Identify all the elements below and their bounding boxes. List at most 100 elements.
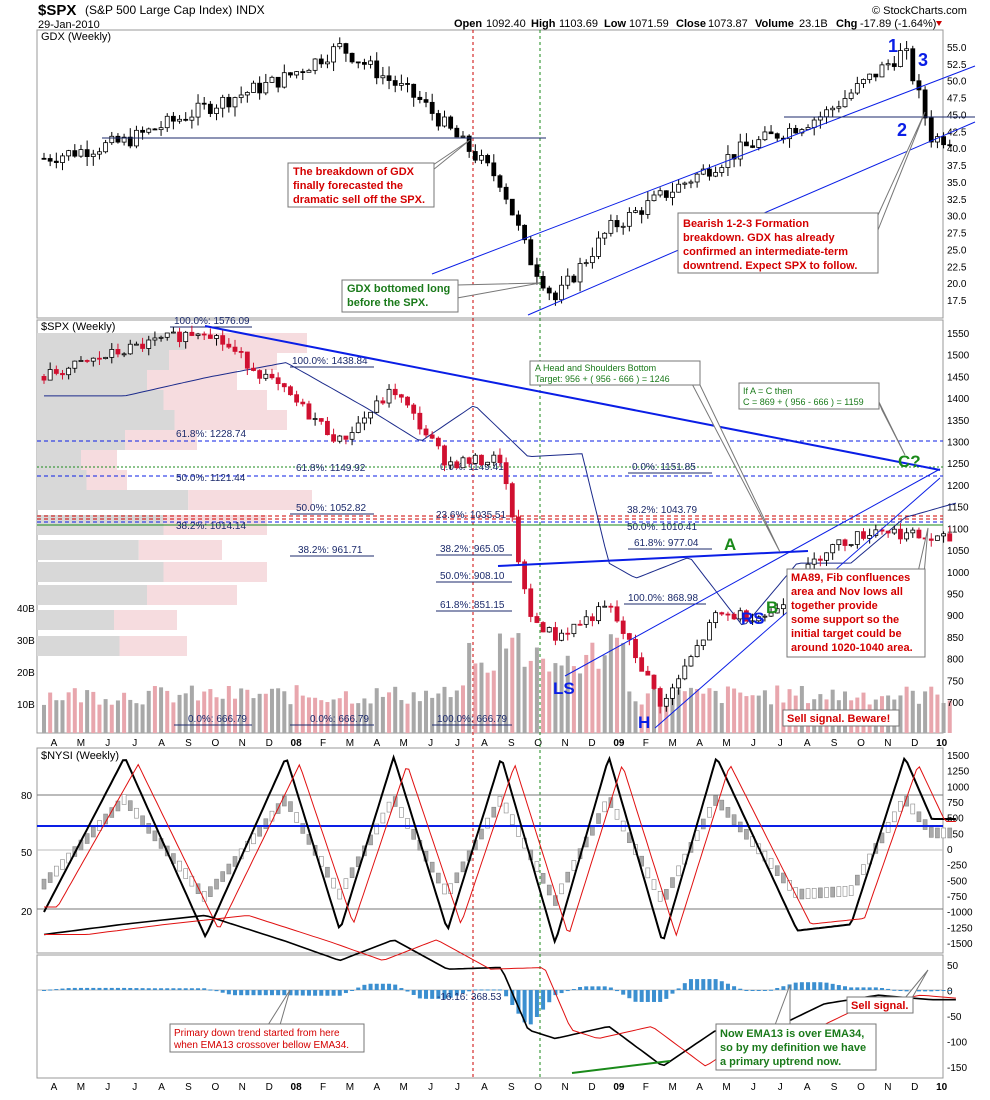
x-tick-label-bottom: J — [778, 1082, 783, 1093]
nysi-candle — [226, 863, 232, 875]
spx-candle — [109, 349, 115, 358]
spx-volume-bar — [424, 690, 429, 733]
nysi-candle — [836, 886, 842, 897]
gdx-candle — [774, 133, 780, 139]
macd-hist-bar — [516, 990, 521, 1014]
macd-hist-bar — [362, 984, 367, 990]
nysi-candle — [670, 877, 675, 888]
spx-candle — [522, 561, 528, 590]
macd-hist-bar — [664, 990, 669, 999]
spx-volume-bar — [282, 691, 287, 733]
nysi-candle — [700, 818, 706, 830]
macd-hist-bar — [799, 982, 804, 990]
x-tick-label-top: J — [751, 738, 756, 749]
nysi-candle — [774, 865, 780, 876]
vbp-bar-gray — [37, 585, 147, 605]
gdx-y-tick: 30.0 — [947, 212, 967, 223]
macd-hist-bar — [781, 986, 786, 990]
macd-hist-bar — [812, 982, 817, 990]
spx-candle — [583, 616, 589, 625]
vbp-bar-gray — [37, 610, 114, 630]
spx-candle — [577, 623, 583, 626]
nysi-candle — [855, 874, 860, 886]
x-tick-label-bottom: A — [158, 1082, 165, 1093]
spx-volume-bar — [467, 642, 472, 733]
macd-hist-bar — [97, 987, 102, 990]
gdx-candle — [140, 129, 145, 133]
gdx-candle — [596, 237, 601, 257]
spx-volume-bar — [66, 692, 71, 733]
spx-volume-bar — [935, 694, 940, 733]
nysi-candle — [189, 875, 195, 887]
spx-candle — [491, 454, 497, 463]
callout-head-shoulders: A Head and Shoulders Bottom Target: 956 … — [529, 360, 781, 553]
gdx-candle — [571, 275, 577, 283]
nysi-candle — [503, 802, 509, 814]
nysi-candle — [294, 812, 299, 823]
nysi-candle — [885, 822, 891, 833]
spx-candle — [817, 558, 823, 561]
x-tick-label-bottom: M — [722, 1082, 730, 1093]
nysi-candle — [534, 861, 540, 872]
macd-hist-bar — [491, 989, 496, 991]
x-tick-label-top: J — [428, 738, 433, 749]
x-tick-label-top: O — [857, 738, 865, 749]
macd-hist-bar — [688, 979, 693, 990]
macd-hist-bar — [602, 986, 607, 990]
nysi-candle — [183, 868, 189, 879]
spx-volume-bar — [294, 685, 299, 733]
spx-volume-bar — [497, 633, 502, 733]
spx-volume-bar — [393, 686, 398, 733]
nysi-candle — [910, 803, 916, 815]
nysi-y-tick: -500 — [947, 876, 967, 887]
svg-text:1103.69: 1103.69 — [559, 18, 598, 30]
gdx-candle — [164, 115, 170, 129]
spx-volume-bar — [534, 647, 539, 733]
spx-candle — [854, 531, 860, 545]
gdx-candle — [633, 210, 638, 213]
svg-text:The breakdown of GDX: The breakdown of GDX — [293, 166, 415, 178]
vbp-bar-pink — [147, 585, 237, 605]
gdx-candle — [787, 127, 792, 140]
x-tick-label-bottom: O — [212, 1082, 220, 1093]
volume-tick: 30B — [17, 636, 35, 647]
gdx-y-tick: 50.0 — [947, 77, 967, 88]
x-tick-label-bottom: N — [561, 1082, 568, 1093]
spx-volume-bar — [559, 665, 564, 733]
spx-candle — [503, 462, 509, 485]
label-h: H — [638, 713, 650, 732]
macd-hist-bar — [608, 987, 613, 990]
gdx-candle — [214, 107, 219, 114]
nysi-candle — [781, 872, 786, 884]
spx-volume-bar — [72, 688, 77, 733]
gdx-candle — [528, 239, 534, 266]
gdx-candle — [472, 151, 478, 161]
macd-hist-bar — [214, 990, 219, 992]
gdx-candle — [916, 80, 922, 91]
volume-tick: 40B — [17, 604, 35, 615]
gdx-candle — [312, 58, 318, 71]
gdx-candle — [207, 103, 213, 114]
gdx-candle — [608, 220, 614, 234]
gdx-y-tick: 17.5 — [947, 296, 967, 307]
svg-text:Sell signal. Beware!: Sell signal. Beware! — [787, 713, 890, 725]
nysi-candle — [54, 865, 59, 877]
spx-volume-bar — [140, 704, 145, 733]
gdx-candle — [97, 151, 102, 155]
spx-candle — [947, 533, 953, 542]
macd-hist-bar — [861, 987, 866, 990]
spx-y-tick: 1100 — [947, 524, 969, 535]
label-a: A — [724, 535, 736, 554]
svg-text:C = 869 + ( 956 - 666 ) = 1159: C = 869 + ( 956 - 666 ) = 1159 — [743, 397, 864, 407]
ohlc-stats: Open 1092.40 High 1103.69 Low 1071.59 Cl… — [454, 18, 936, 30]
macd-hist-bar — [467, 990, 472, 992]
gdx-candle — [491, 162, 497, 177]
gdx-candle — [657, 190, 663, 196]
nysi-candle — [47, 872, 53, 883]
spx-volume-bar — [725, 686, 730, 733]
spx-volume-bar — [368, 703, 373, 733]
spx-candle — [528, 588, 534, 617]
spx-candle — [497, 454, 503, 464]
callout-a-equals-c: If A = C then C = 869 + ( 956 - 666 ) = … — [738, 382, 906, 456]
macd-hist-bar — [935, 990, 940, 992]
